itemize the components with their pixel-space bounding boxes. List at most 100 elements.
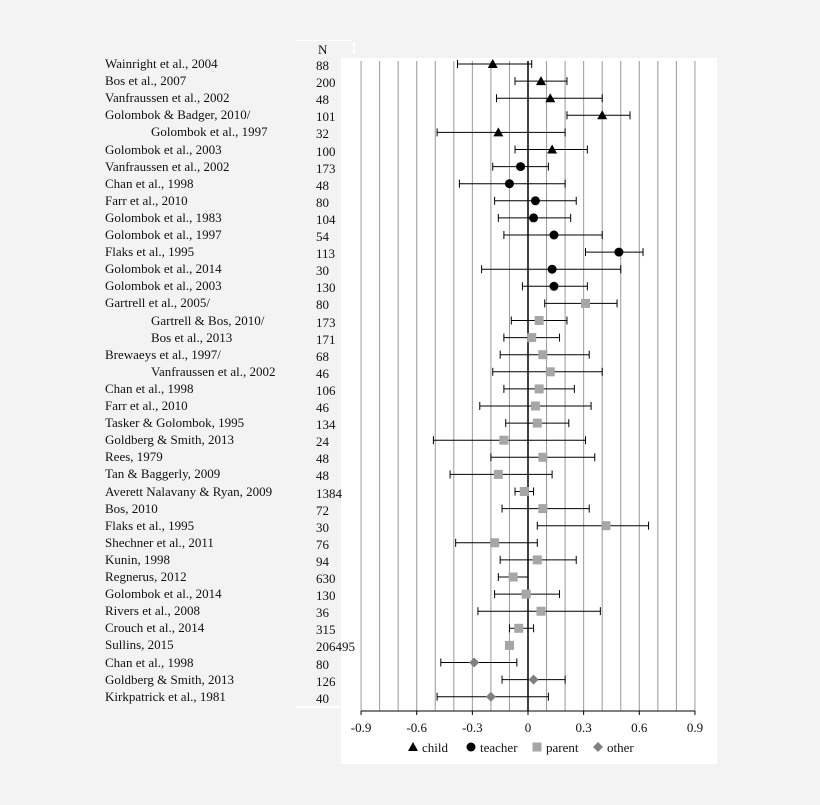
n-value: 68 [316,348,329,364]
legend-marker-child [408,742,418,751]
study-label: Tasker & Golombok, 1995 [105,415,245,431]
study-label: Golombok et al., 2014 [105,586,222,602]
n-value: 48 [316,451,329,467]
n-value: 30 [316,263,329,279]
point-parent [532,555,542,565]
n-value: 315 [316,622,336,638]
n-value: 24 [316,434,329,450]
study-label: Regnerus, 2012 [105,569,187,584]
n-value: 46 [316,365,329,381]
legend-label-parent: parent [546,740,579,755]
point-teacher [547,264,557,274]
study-label: Kunin, 1998 [105,551,170,567]
n-value: 113 [316,246,336,262]
point-other [469,657,480,668]
point-parent [490,538,500,548]
study-label: Sullins, 2015 [105,637,174,653]
study-label: Chan et al., 1998 [105,175,194,191]
legend-label-teacher: teacher [480,740,518,755]
n-value: 72 [316,502,329,518]
study-label: Crouch et al., 2014 [105,620,205,636]
point-parent [581,298,591,308]
point-parent [601,521,611,531]
study-label: Chan et al., 1998 [105,654,194,670]
n-value: 48 [316,468,329,484]
n-value: 171 [316,331,336,347]
x-tick-label: 0.3 [576,720,592,735]
study-label: Tan & Baggerly, 2009 [105,466,221,482]
study-label: Rees, 1979 [105,449,163,465]
study-label: Farr et al., 2010 [105,398,188,413]
point-teacher [614,247,624,257]
study-label: Wainright et al., 2004 [105,56,218,71]
point-parent [538,350,548,360]
study-label: Bos et al., 2007 [105,73,187,89]
study-label: Golombok et al., 1983 [105,209,222,225]
point-teacher [549,230,559,240]
point-teacher [530,196,540,206]
n-value: 130 [316,588,336,604]
point-child [547,144,558,154]
point-parent [530,401,540,411]
n-value: 46 [316,400,329,415]
n-column-tick [353,42,355,54]
n-value: 80 [316,656,329,672]
n-value: 32 [316,126,329,142]
study-label: Rivers et al., 2008 [105,603,200,619]
n-value: 126 [316,673,336,689]
study-label: Vanfraussen et al., 2002 [105,90,230,106]
point-child [487,59,498,68]
point-parent [538,504,548,514]
point-parent [508,572,518,582]
n-value: 134 [316,417,336,433]
point-parent [527,333,537,343]
legend-marker-teacher [466,742,476,752]
x-tick-label: 0.9 [687,720,703,735]
point-parent [499,435,509,445]
study-label: Gartrell et al., 2005/ [105,295,211,311]
point-teacher [504,179,514,189]
point-child [545,93,556,103]
study-label: Kirkpatrick et al., 1981 [105,688,226,704]
x-tick-label: -0.9 [351,720,372,735]
study-label: Golombok & Badger, 2010/ [105,107,251,123]
point-teacher [549,281,559,291]
study-label: Bos et al., 2013 [151,329,233,345]
x-tick-label: 0 [525,720,532,735]
study-label: Golombok et al., 2014 [105,261,222,277]
point-parent [538,452,548,462]
n-value: 94 [316,553,329,569]
n-value: 130 [316,280,336,296]
study-label: Vanfraussen et al., 2002 [105,158,230,174]
legend-label-child: child [422,740,448,755]
point-parent [493,469,503,479]
study-label: Flaks et al., 1995 [105,244,195,260]
study-label: Shechner et al., 2011 [105,534,214,550]
n-value: 106 [316,382,336,398]
study-label: Gartrell & Bos, 2010/ [151,312,265,328]
plot-panel [341,58,717,764]
n-value: 80 [316,297,329,313]
n-value: 48 [316,177,329,193]
study-label: Goldberg & Smith, 2013 [105,671,235,687]
n-value: 206495 [316,639,355,655]
point-teacher [529,213,539,223]
n-value: 200 [316,75,336,91]
legend-label-other: other [607,740,634,755]
point-child [535,76,546,86]
n-value: 1384 [316,485,342,501]
n-value: 30 [316,519,329,535]
n-value: 40 [316,690,329,706]
n-column-top-rule [296,40,352,41]
n-column-bottom-rule [296,706,340,708]
study-label: Averett Nalavany & Ryan, 2009 [105,483,273,499]
study-label: Flaks et al., 1995 [105,517,195,533]
study-label: Golombok et al., 1997 [105,227,222,242]
point-other [528,674,539,685]
point-parent [504,640,514,650]
point-parent [514,623,524,633]
legend-marker-parent [532,742,542,752]
n-value: 100 [316,143,336,159]
